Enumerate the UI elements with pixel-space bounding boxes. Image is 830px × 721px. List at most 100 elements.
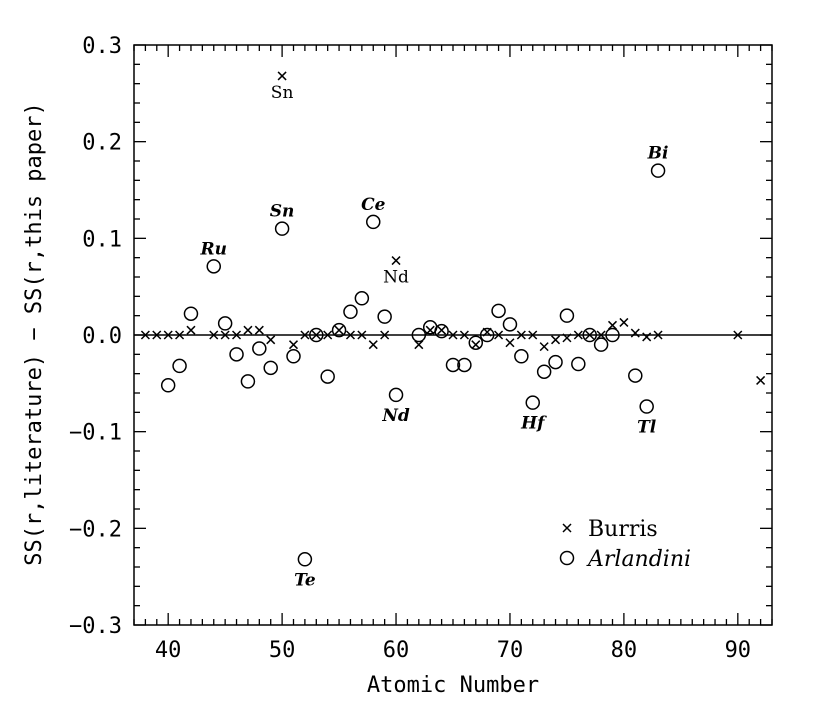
x-axis-title: Atomic Number [367, 673, 539, 698]
y-tick-label: −0.2 [69, 517, 122, 542]
x-marker-stroke [562, 523, 572, 533]
x-marker-stroke [288, 340, 299, 350]
burris-point [505, 338, 515, 348]
x-marker-stroke [368, 340, 378, 350]
burris-point [243, 325, 253, 335]
arlandini-point [434, 323, 449, 339]
arlandini-point [172, 358, 187, 374]
burris-point [528, 330, 538, 340]
x-marker-stroke [186, 325, 196, 335]
burris-point [334, 325, 344, 335]
burris-point [186, 325, 196, 335]
burris-point [539, 342, 549, 352]
burris-point [448, 330, 458, 340]
arlandini-point [639, 399, 654, 414]
x-marker-stroke [653, 330, 663, 340]
x-tick-label: 90 [725, 638, 752, 663]
annotation-label: Sn [270, 202, 295, 222]
x-marker-stroke [630, 328, 640, 338]
arlandini-point [548, 354, 563, 370]
arlandini-point [297, 552, 313, 567]
annotation-label: Te [294, 570, 316, 590]
x-marker-stroke [505, 338, 515, 348]
x-marker-stroke [311, 330, 321, 340]
x-marker-stroke [243, 325, 253, 335]
annotation-label: Nd [381, 406, 410, 426]
x-marker-stroke [585, 330, 595, 340]
annotation-label: Ru [200, 239, 228, 259]
arlandini-point [320, 369, 335, 384]
y-tick-label: −0.1 [69, 421, 122, 446]
x-marker-stroke [756, 375, 766, 385]
x-marker-stroke [642, 332, 652, 342]
arlandini-point [559, 308, 575, 323]
arlandini-point [605, 327, 620, 343]
x-marker-stroke [551, 335, 561, 345]
x-tick-label: 50 [269, 638, 296, 663]
point-annotations: Sn Nd Ru Sn Ce Bi Nd Hf Tl Te [200, 83, 669, 590]
burris-point [630, 328, 640, 338]
burris-point [152, 330, 162, 340]
arlandini-point [514, 349, 529, 364]
burris-point [516, 330, 526, 340]
x-marker-stroke [163, 330, 173, 340]
annotation-label: Ce [361, 195, 386, 215]
burris-point [653, 330, 663, 340]
x-marker-stroke [414, 340, 424, 350]
x-marker-stroke [323, 330, 333, 340]
x-marker-stroke [300, 330, 310, 340]
burris-point [357, 330, 367, 340]
x-marker-stroke [266, 335, 276, 345]
arlandini-point [206, 259, 221, 274]
x-marker-stroke [573, 330, 583, 340]
arlandini-point [366, 214, 381, 230]
arlandini-point [479, 327, 495, 343]
burris-point [232, 330, 242, 340]
legend-label: Arlandini [586, 547, 691, 572]
arlandini-point [229, 347, 244, 362]
arlandini-point [160, 378, 176, 393]
annotation-label: Bi [647, 144, 669, 164]
legend-label: Burris [588, 517, 658, 542]
arlandini-point [388, 387, 404, 403]
series-burris [140, 71, 766, 385]
burris-point [209, 330, 219, 340]
x-marker-stroke [437, 325, 447, 335]
x-marker-stroke [380, 330, 390, 340]
x-tick-label: 80 [611, 638, 638, 663]
arlandini-point [183, 306, 199, 321]
arlandini-point [286, 349, 301, 364]
arlandini-point [582, 327, 597, 343]
y-tick-label: 0.2 [82, 131, 122, 156]
burris-point [414, 340, 424, 350]
x-marker-stroke [528, 330, 538, 340]
burris-point [300, 330, 310, 340]
arlandini-point [468, 335, 484, 350]
arlandini-point [331, 322, 347, 338]
arlandini-point [457, 357, 472, 373]
arlandini-point [571, 356, 586, 372]
x-marker-stroke [232, 330, 242, 340]
burris-point [494, 330, 504, 340]
arlandini-point [377, 309, 392, 324]
burris-point [596, 330, 606, 340]
arlandini-point [309, 327, 324, 343]
burris-point [471, 340, 481, 350]
burris-point [391, 256, 401, 266]
arlandini-point [445, 357, 461, 373]
burris-point [175, 330, 185, 340]
burris-point [585, 330, 595, 340]
burris-point [733, 330, 743, 340]
burris-point [345, 330, 355, 340]
arlandini-point [502, 317, 518, 332]
arlandini-point [217, 316, 233, 331]
burris-point [607, 320, 618, 330]
x-marker-stroke [175, 330, 185, 340]
x-marker-stroke [494, 330, 504, 340]
x-marker-stroke [539, 342, 549, 352]
arlandini-point [240, 374, 256, 389]
x-marker-stroke [448, 330, 458, 340]
arlandini-point [491, 303, 506, 319]
arlandini-point [525, 395, 540, 410]
